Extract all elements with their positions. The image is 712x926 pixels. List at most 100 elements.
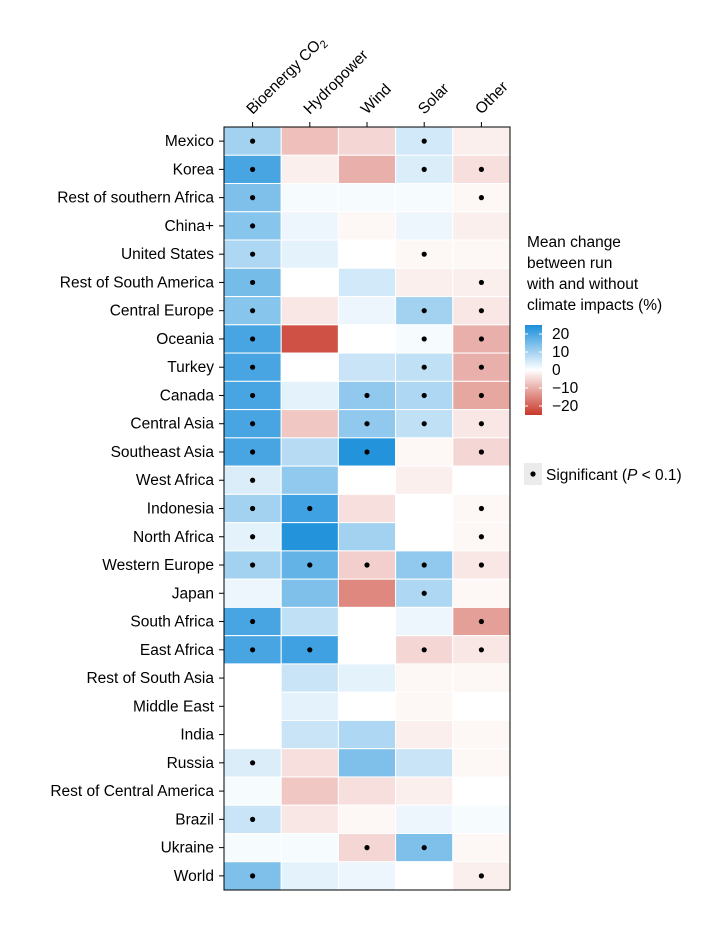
heatmap-cell [395, 861, 454, 891]
significance-dot [364, 449, 370, 455]
heatmap-cell [337, 776, 397, 806]
legend-title: Mean change between run with and without cl… [526, 234, 662, 314]
heatmap-cell [280, 719, 339, 750]
significance-dot [478, 647, 484, 653]
significance-dot [250, 647, 256, 653]
heatmap-cell [337, 126, 397, 156]
column-label: Other [472, 78, 511, 117]
legend-title-line: Mean change [527, 234, 621, 251]
row-label: Indonesia [147, 501, 215, 518]
row-label: Southeast Asia [111, 444, 215, 461]
legend-gradient [525, 325, 542, 415]
row-label: Russia [167, 755, 215, 772]
heatmap-cell [395, 267, 454, 298]
significance-dot [478, 534, 484, 540]
significance-label: Significant (P < 0.1) [546, 467, 682, 484]
row-label: Brazil [175, 811, 214, 828]
heatmap-cell [337, 239, 397, 269]
row-label: North Africa [133, 529, 214, 546]
legend-tick-label: 20 [552, 326, 570, 343]
heatmap-cell [280, 465, 339, 495]
significance-dot [250, 364, 256, 370]
row-label: Central Asia [130, 416, 214, 433]
heatmap-cell [337, 663, 397, 693]
significance-dot [478, 166, 484, 172]
row-label: Turkey [167, 359, 214, 376]
heatmap-cell [452, 578, 511, 608]
heatmap-cell [395, 719, 454, 750]
significance-dot [478, 364, 484, 370]
heatmap-cell [395, 804, 454, 834]
heatmap-cell [452, 776, 511, 806]
row-labels: Mexico Korea Rest of southern Africa China+… [50, 133, 224, 885]
heatmap-cell [452, 832, 511, 863]
significance-dot [250, 336, 256, 342]
heatmap-cell [280, 804, 339, 834]
heatmap-cell [337, 578, 397, 608]
row-label: China+ [164, 218, 214, 235]
heatmap-cell [280, 522, 339, 552]
heatmap-cell [280, 239, 339, 269]
significance-dot [250, 873, 256, 879]
heatmap-cell [280, 183, 339, 213]
row-label: Western Europe [102, 557, 214, 574]
heatmap-cell [395, 437, 454, 467]
significance-dot [478, 449, 484, 455]
heatmap-cell [280, 691, 339, 721]
significance-dot [250, 138, 256, 144]
significance-dot [364, 845, 370, 851]
heatmap-cell [395, 663, 454, 693]
significance-dot [307, 562, 313, 568]
row-label: West Africa [136, 472, 214, 489]
heatmap-cell [395, 296, 454, 326]
significance-key-dot [530, 471, 536, 477]
heatmap-cell [280, 380, 339, 411]
row-label: World [174, 868, 214, 885]
heatmap-cell [452, 465, 511, 495]
heatmap-cell [452, 663, 511, 693]
heatmap-cell [280, 267, 339, 298]
significance-dot [250, 618, 256, 625]
heatmap-cell [337, 606, 397, 637]
significance-dot [250, 223, 256, 229]
significance-dot [250, 421, 256, 427]
heatmap-cell [452, 719, 511, 750]
heatmap-cell [337, 154, 397, 185]
heatmap-cell [223, 719, 282, 750]
row-label: South Africa [130, 614, 214, 631]
heatmap-cell [395, 691, 454, 721]
heatmap-cell [337, 691, 397, 721]
row-label: Rest of South America [60, 274, 215, 291]
heatmap-cell [223, 663, 282, 693]
significance-dot [250, 534, 256, 540]
heatmap-cell [337, 635, 397, 665]
heatmap-cell [280, 606, 339, 637]
significance-dot [478, 392, 484, 399]
significance-dot [421, 308, 427, 314]
significance-dot [478, 562, 484, 568]
significance-dot [250, 308, 256, 314]
heatmap-cell [223, 832, 282, 863]
heatmap-cell [280, 324, 339, 354]
significance-dot [250, 195, 256, 201]
significance-dot [421, 138, 427, 144]
significance-dot [250, 279, 256, 286]
heatmap-cell [337, 804, 397, 834]
significance-dot [307, 647, 313, 653]
row-label: Middle East [133, 698, 215, 715]
heatmap-cell [337, 183, 397, 213]
heatmap-cell [395, 211, 454, 241]
row-label: Rest of South Asia [86, 670, 214, 687]
color-legend: Mean change between run with and without cl… [525, 234, 662, 415]
heatmap-cell [223, 776, 282, 806]
significance-dot [421, 251, 427, 257]
significance-dot [250, 392, 256, 399]
significance-dot [478, 873, 484, 879]
row-label: Rest of southern Africa [57, 190, 214, 207]
heatmap-cell [280, 437, 339, 467]
heatmap-cell [337, 352, 397, 382]
heatmap-cell [452, 239, 511, 269]
heatmap-cell [395, 776, 454, 806]
heatmap-cell [280, 211, 339, 241]
